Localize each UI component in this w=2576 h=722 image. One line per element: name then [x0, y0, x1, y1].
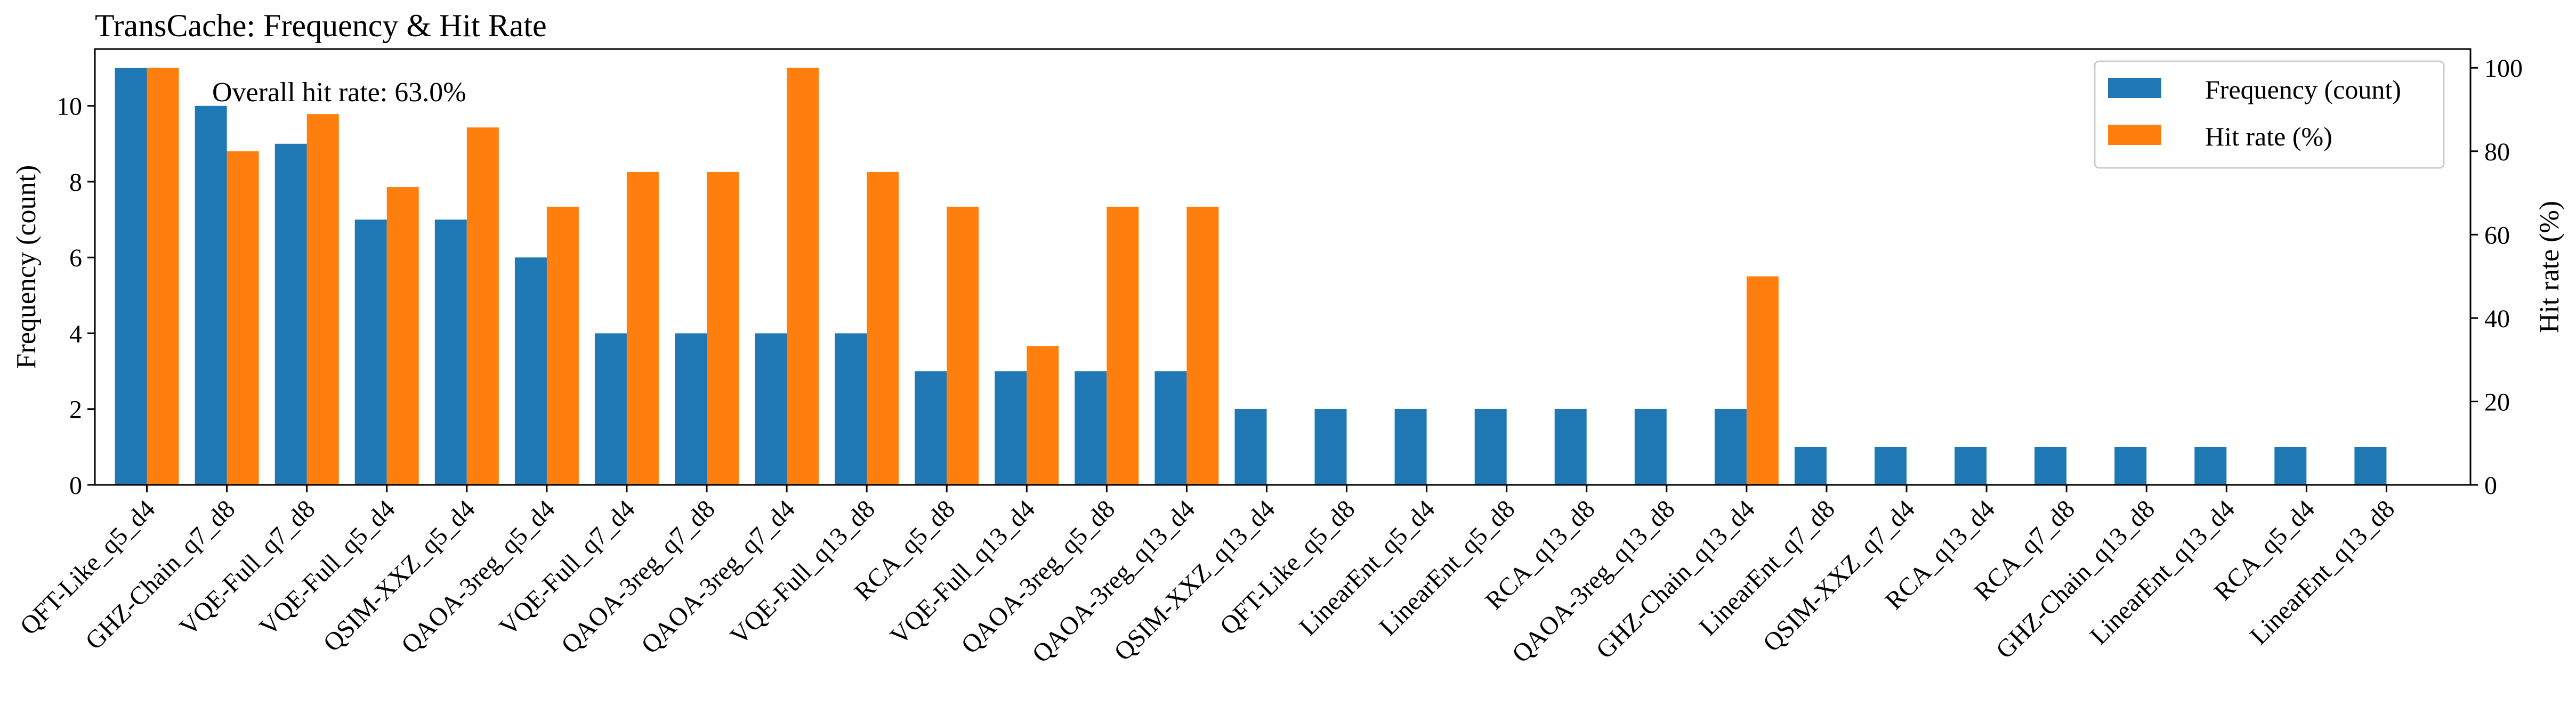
x-axis: QFT-Like_q5_d4GHZ-Chain_q7_d8VQE-Full_q7… — [14, 485, 2400, 668]
bar-hit-rate — [1027, 346, 1059, 485]
bar-frequency — [1634, 409, 1667, 485]
bar-frequency — [1875, 447, 1907, 485]
y-tick-label: 2 — [69, 396, 82, 424]
bar-hit-rate — [466, 127, 499, 485]
y-tick-label: 0 — [69, 472, 82, 500]
bar-frequency — [354, 220, 387, 485]
bar-hit-rate — [546, 206, 579, 485]
bar-frequency — [1154, 371, 1187, 485]
plot-frame — [94, 48, 2472, 486]
x-tick-label: QFT-Like_q5_d8 — [1215, 494, 1361, 640]
bar-frequency — [915, 371, 947, 485]
y-tick-label: 10 — [56, 93, 82, 121]
bar-frequency — [995, 371, 1027, 485]
y2-tick-label: 0 — [2484, 472, 2497, 500]
bar-frequency — [675, 333, 707, 485]
x-tick-label: VQE-Full_q5_d4 — [254, 494, 400, 641]
x-tick-label: VQE-Full_q7_d8 — [174, 494, 320, 641]
bar-hit-rate — [707, 172, 739, 485]
legend-swatch-frequency — [2108, 78, 2161, 98]
legend: Frequency (count) Hit rate (%) — [2094, 60, 2445, 169]
y2-tick-label: 20 — [2484, 388, 2510, 416]
bar-frequency — [1794, 447, 1827, 485]
bar-frequency — [594, 333, 627, 485]
x-tick-label: GHZ-Chain_q7_d8 — [80, 494, 240, 655]
bar-frequency — [1554, 409, 1587, 485]
x-tick-label: QFT-Like_q5_d4 — [14, 494, 160, 640]
bar-frequency — [2114, 447, 2147, 485]
x-tick-label: VQE-Full_q7_d4 — [494, 494, 641, 641]
bar-frequency — [1314, 409, 1347, 485]
bar-hit-rate — [787, 68, 819, 485]
legend-box — [2094, 60, 2445, 169]
x-tick-label: QAOA-3reg_q7_d4 — [636, 494, 801, 659]
bar-hit-rate — [947, 206, 979, 485]
bar-hit-rate — [227, 151, 259, 485]
x-tick-label: VQE-Full_q13_d8 — [725, 494, 881, 650]
y2-axis-label: Hit rate (%) — [2534, 201, 2565, 333]
bar-frequency — [115, 68, 147, 485]
legend-label-frequency: Frequency (count) — [2205, 75, 2401, 104]
bar-frequency — [1394, 409, 1427, 485]
bar-frequency — [1075, 371, 1107, 485]
bar-hit-rate — [1107, 206, 1139, 485]
x-tick-label: LinearEnt_q13_d8 — [2244, 494, 2400, 650]
bars — [115, 68, 2387, 485]
bar-hit-rate — [1746, 276, 1779, 485]
overall-hit-rate-annotation: Overall hit rate: 63.0% — [212, 77, 466, 108]
y-tick-label: 6 — [69, 244, 82, 272]
bar-hit-rate — [147, 68, 179, 485]
x-tick-label: LinearEnt_q5_d4 — [1294, 494, 1440, 641]
y-axis-label: Frequency (count) — [11, 165, 42, 369]
bar-frequency — [835, 333, 867, 485]
x-tick-label: QAOA-3reg_q7_d8 — [556, 494, 721, 659]
bar-frequency — [2354, 447, 2387, 485]
x-tick-label: VQE-Full_q13_d4 — [885, 494, 1040, 650]
bar-frequency — [434, 220, 467, 485]
legend-label-hit-rate: Hit rate (%) — [2205, 121, 2332, 151]
plot-area — [94, 48, 2472, 486]
x-tick-label: LinearEnt_q7_d8 — [1694, 494, 1840, 641]
bar-frequency — [2274, 447, 2307, 485]
y2-tick-label: 100 — [2484, 54, 2523, 83]
x-tick-label: QAOA-3reg_q5_d8 — [956, 494, 1120, 659]
x-tick-label: QSIM-XXZ_q5_d4 — [318, 494, 480, 657]
y-tick-label: 4 — [69, 320, 82, 348]
bar-frequency — [195, 106, 227, 485]
chart-title: TransCache: Frequency & Hit Rate — [95, 8, 547, 43]
x-tick-label: LinearEnt_q5_d8 — [1374, 494, 1520, 641]
bar-hit-rate — [386, 187, 419, 485]
bar-frequency — [1955, 447, 1987, 485]
bar-frequency — [1474, 409, 1507, 485]
bar-frequency — [1234, 409, 1267, 485]
bar-hit-rate — [626, 172, 659, 485]
bar-frequency — [755, 333, 787, 485]
bar-hit-rate — [867, 172, 899, 485]
x-tick-label: LinearEnt_q13_d4 — [2085, 494, 2240, 650]
y2-tick-label: 40 — [2484, 305, 2510, 333]
bar-hit-rate — [1186, 206, 1219, 485]
y2-tick-label: 80 — [2484, 138, 2510, 166]
bar-frequency — [2194, 447, 2227, 485]
y-tick-label: 8 — [69, 168, 82, 197]
bar-frequency — [514, 257, 547, 485]
right-axis: 0 20 40 60 80 100 — [2470, 54, 2523, 500]
legend-swatch-hit-rate — [2108, 125, 2161, 145]
x-tick-label: QAOA-3reg_q5_d4 — [396, 494, 561, 659]
bar-frequency — [2034, 447, 2067, 485]
x-tick-label: QSIM-XXZ_q7_d4 — [1758, 494, 1920, 657]
bar-frequency — [1714, 409, 1747, 485]
y2-tick-label: 60 — [2484, 221, 2510, 249]
left-axis: 0 2 4 6 8 10 — [56, 93, 95, 500]
bar-frequency — [274, 143, 307, 485]
bar-hit-rate — [306, 114, 339, 485]
